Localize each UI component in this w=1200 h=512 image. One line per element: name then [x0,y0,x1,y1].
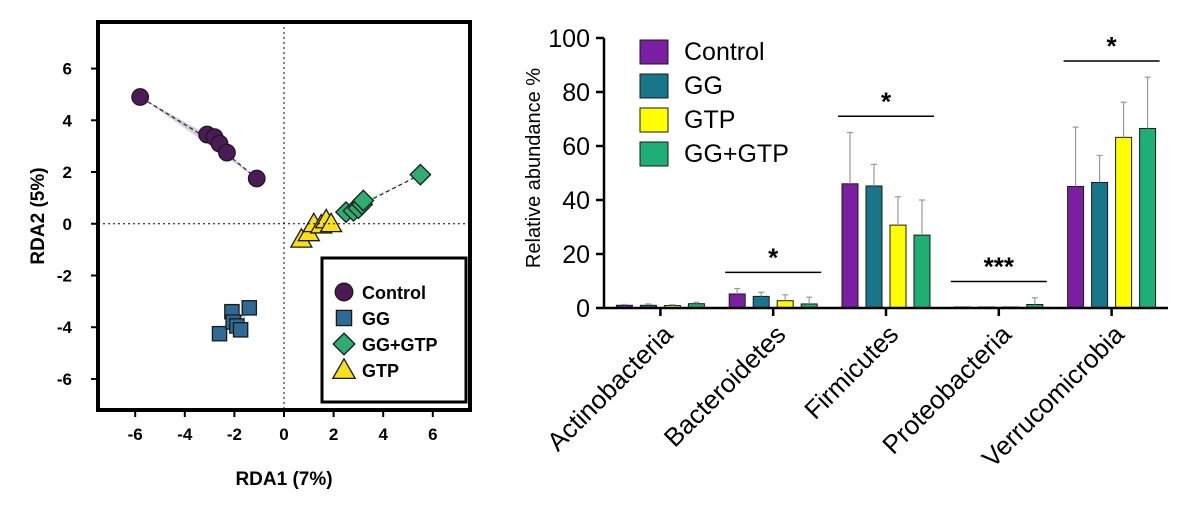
rda-x-tick-label: 6 [428,425,437,444]
rda-y-tick-label: -2 [57,266,72,285]
bar-legend-label-gg: GG [684,72,723,100]
rda-x-tick-label: -6 [128,425,143,444]
bar-legend-label-gtp: GTP [684,106,735,134]
rda-legend-marker-gg [335,309,353,327]
bar-legend: Control GG GTP GG+GTP [639,38,789,168]
bar-series [615,76,1157,309]
rda-points [131,88,432,342]
significance-label-bacteroidetes: * [768,242,779,272]
rda-legend: Control GG GG+GTP GTP [320,256,468,404]
bar-y-tick-label: 0 [576,295,590,323]
rda-x-tick-label: 2 [329,425,338,444]
bar-y-axis-label: Relative abundance % [523,68,545,268]
significance-label-verrucomicrobia: * [1107,31,1118,61]
rda-legend-marker-control [334,282,354,302]
rda-y-tick-label: -6 [57,370,72,389]
rda-y-axis-label: RDA2 (5%) [28,167,49,264]
bar-y-ticks: 0 20 40 60 80 100 [548,25,604,323]
rda-y-ticks: -6 -4 -2 0 2 4 6 [57,60,98,389]
rda-point-gg-gtp [352,189,375,212]
bar-x-tick-label-bacteroidetes: Bacteroidetes [658,319,792,453]
bar-legend-swatch-control [639,39,669,65]
bar-legend-swatch-gg-gtp [639,141,669,167]
bar-x-tick-label-firmicutes: Firmicutes [798,319,904,425]
abundance-bar-panel: 0 20 40 60 80 100 ActinobacteriaBacteroidetes… [523,25,1168,473]
rda-x-tick-label: 0 [279,425,288,444]
rda-point-gg [232,322,249,338]
bar-y-tick-label: 20 [562,241,590,269]
rda-point-gg [241,300,258,316]
rda-y-tick-label: 4 [63,111,73,130]
bar-bacteroidetes-gg [752,295,770,309]
bar-legend-label-control: Control [684,38,765,66]
rda-y-tick-label: 6 [63,60,72,79]
rda-x-tick-label: -4 [177,425,193,444]
rda-point-control [131,88,150,106]
rda-y-tick-label: 0 [63,215,72,234]
bar-firmicutes-gg-gtp [913,234,931,309]
rda-point-gtp [319,211,343,233]
rda-x-tick-label: 4 [378,425,388,444]
rda-point-gg-gtp [409,163,432,186]
rda-hull-control [140,97,257,179]
bar-x-tick-label-actinobacteria: Actinobacteria [541,319,679,457]
rda-legend-label-control: Control [362,283,426,303]
rda-legend-label-gg-gtp: GG+GTP [362,335,438,355]
bar-verrucomicrobia-gg [1091,181,1109,309]
bar-verrucomicrobia-control [1067,186,1085,309]
bar-verrucomicrobia-gg-gtp [1139,127,1157,309]
rda-connector-gg-gtp [367,174,421,203]
bar-y-tick-label: 100 [548,25,590,53]
bar-firmicutes-control [841,183,859,309]
bar-verrucomicrobia-gtp [1115,136,1133,309]
rda-x-axis-label: RDA1 (7%) [235,469,332,490]
rda-y-tick-label: 2 [63,163,72,182]
rda-x-tick-label: -2 [227,425,242,444]
bar-y-tick-label: 40 [562,187,590,215]
rda-legend-marker-gtp [331,357,357,380]
bar-significance-annotations: ****** [725,31,1160,283]
bar-y-tick-label: 60 [562,133,590,161]
rda-legend-label-gtp: GTP [362,361,399,381]
significance-label-proteobacteria: *** [984,252,1015,282]
rda-legend-label-gg: GG [362,309,390,329]
bar-bacteroidetes-control [728,293,746,309]
rda-point-gg [211,325,228,342]
rda-legend-marker-gg-gtp [332,332,356,356]
rda-scatter-panel: -6 -4 -2 0 2 4 6 -6 -4 -2 0 2 4 6 RDA1 (7%) RDA2 (5%… [28,20,472,490]
bar-legend-swatch-gtp [639,107,669,133]
rda-x-ticks: -6 -4 -2 0 2 4 6 [128,410,438,444]
bar-legend-label-gg-gtp: GG+GTP [684,140,789,168]
rda-point-control [247,169,266,188]
bar-y-tick-label: 80 [562,79,590,107]
bar-legend-swatch-gg [639,73,669,99]
bar-firmicutes-gtp [889,224,907,309]
significance-label-firmicutes: * [881,86,892,116]
rda-point-control [218,143,236,162]
rda-y-tick-label: -4 [57,318,73,337]
bar-firmicutes-gg [865,185,883,309]
